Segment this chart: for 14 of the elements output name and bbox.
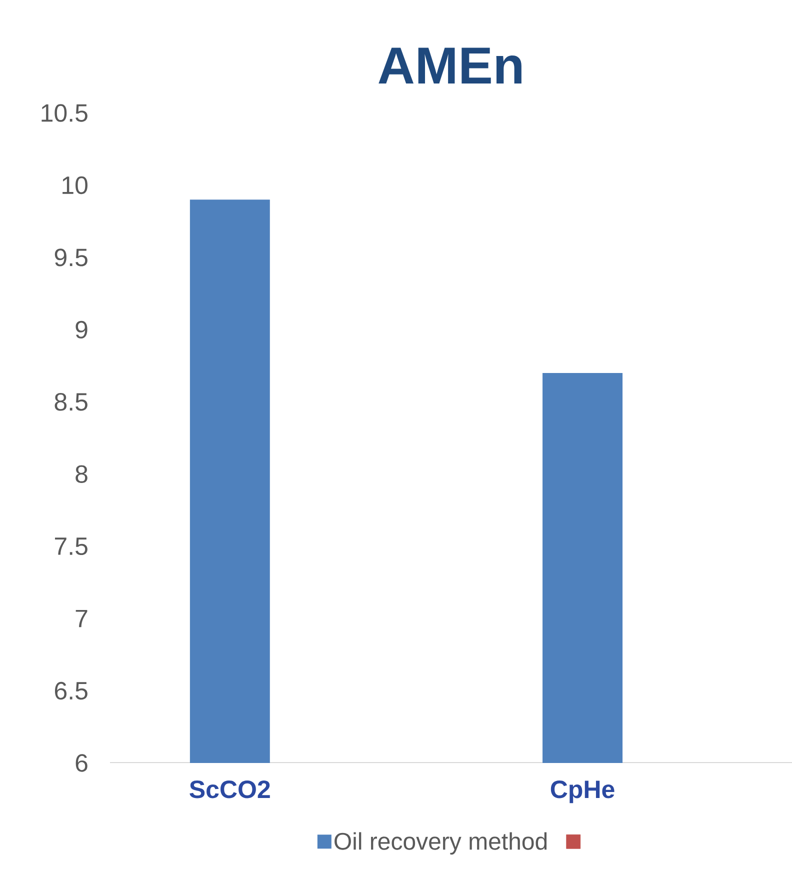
chart-title: AMEn (378, 48, 522, 84)
y-tick-label: 9 (76, 320, 88, 339)
y-tick-label: 8.5 (54, 393, 88, 411)
y-tick-label: 6.5 (54, 682, 88, 700)
y-tick-label: 6 (76, 754, 88, 772)
y-tick-label: 9.5 (54, 248, 88, 266)
x-tick-label: ScCO2 (190, 780, 270, 798)
y-tick-label: 8 (76, 465, 88, 483)
y-tick-label: 10.5 (42, 104, 88, 122)
y-tick-label: 10 (62, 176, 88, 194)
legend-label: Oil recovery method (334, 832, 547, 855)
x-tick-label: CpHe (550, 780, 614, 804)
y-tick-label: 7 (76, 610, 88, 628)
y-tick-label: 7.5 (55, 538, 88, 556)
